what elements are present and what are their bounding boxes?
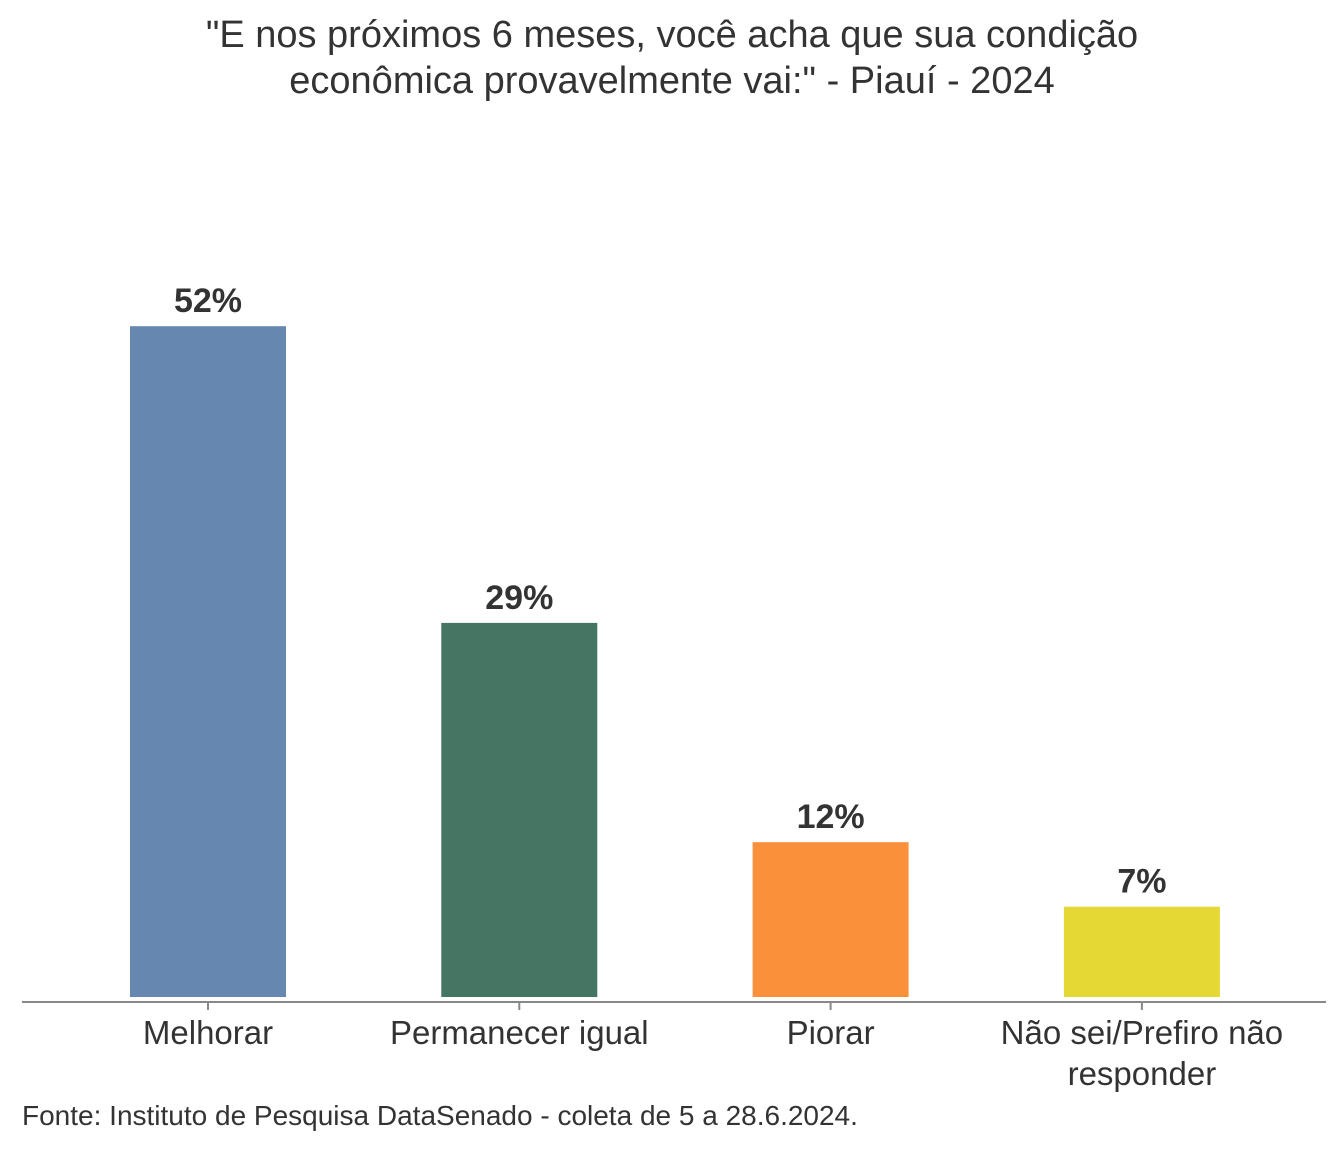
bar-0 [130, 326, 286, 997]
bar-3 [1063, 906, 1220, 997]
chart-title-line-2: econômica provavelmente vai:" - Piauí - … [289, 60, 1055, 102]
x-axis-tick-labels-layer: Melhorar Permanecer igual Piorar Não sei/Pr… [143, 1014, 1283, 1092]
x-tick-label-3-line-1: responder [1068, 1055, 1217, 1092]
bars-layer [130, 326, 1220, 997]
x-tick-label-3-line-0: Não sei/Prefiro não [1001, 1014, 1283, 1051]
x-tick-label-0-line-0: Melhorar [143, 1014, 273, 1051]
value-labels-layer: 52% 29% 12% 7% [174, 282, 1167, 901]
x-tick-label-1-line-0: Permanecer igual [390, 1014, 649, 1051]
bar-value-label-1: 29% [485, 579, 553, 617]
bar-2 [752, 842, 909, 997]
bar-value-label-0: 52% [174, 282, 242, 320]
x-tick-label-2-line-0: Piorar [787, 1014, 875, 1051]
chart-title-line-1: "E nos próximos 6 meses, você acha que s… [205, 14, 1139, 56]
bar-value-label-3: 7% [1117, 863, 1166, 901]
x-tick-label-2: Piorar [787, 1014, 875, 1051]
x-tick-label-3: Não sei/Prefiro não responder [1001, 1014, 1283, 1092]
x-tick-label-1: Permanecer igual [390, 1014, 649, 1051]
chart-title: "E nos próximos 6 meses, você acha que s… [0, 12, 1344, 104]
x-tick-label-0: Melhorar [143, 1014, 273, 1051]
source-note: Fonte: Instituto de Pesquisa DataSenado … [22, 1100, 858, 1131]
x-axis-ticks-layer [207, 1002, 1143, 1010]
bar-value-label-2: 12% [797, 798, 865, 836]
bar-1 [441, 622, 598, 997]
